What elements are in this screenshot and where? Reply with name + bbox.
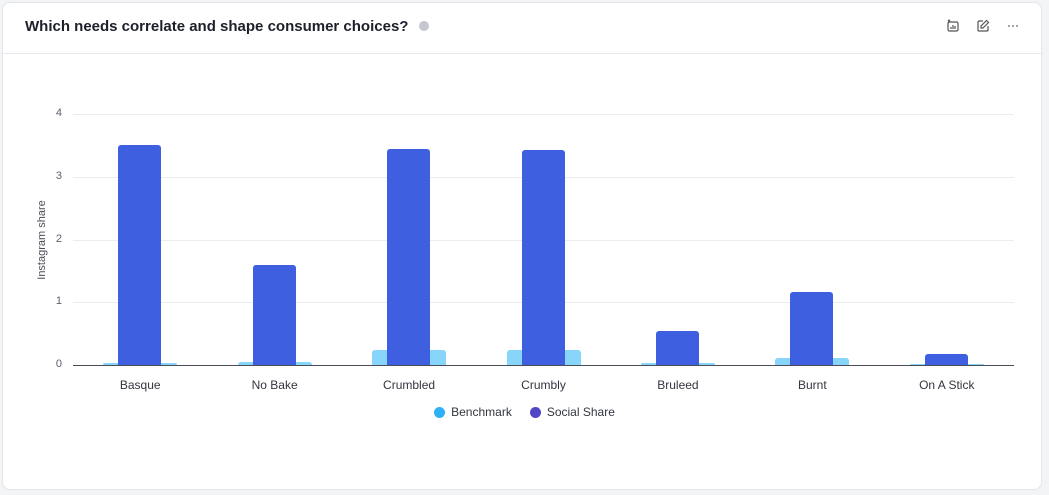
x-tick-label: On A Stick <box>919 378 975 392</box>
social-share-bar[interactable] <box>790 292 834 365</box>
social-share-bar[interactable] <box>924 353 968 365</box>
social-share-bar[interactable] <box>521 149 565 365</box>
chart-title-text: Which needs correlate and shape consumer… <box>25 18 409 35</box>
gridline <box>73 114 1014 115</box>
y-tick-label: 4 <box>55 107 62 119</box>
legend-label-social-share: Social Share <box>546 405 615 419</box>
chart-title: Which needs correlate and shape consumer… <box>25 18 429 35</box>
legend-item-benchmark[interactable]: Benchmark <box>434 405 512 419</box>
edit-icon[interactable] <box>975 18 991 34</box>
card-header: Which needs correlate and shape consumer… <box>3 3 1041 54</box>
legend: Benchmark Social Share <box>0 405 1049 419</box>
x-tick-label: Crumbly <box>521 378 566 392</box>
x-tick-label: No Bake <box>251 378 298 392</box>
info-icon[interactable] <box>418 21 429 32</box>
x-tick-label: Basque <box>119 378 161 392</box>
social-share-bar[interactable] <box>252 265 296 365</box>
y-tick-label: 1 <box>55 295 62 308</box>
benchmark-dot-icon <box>434 406 446 418</box>
x-tick-label: Burnt <box>798 378 827 392</box>
x-tick-label: Bruleed <box>657 378 699 392</box>
social-share-bar[interactable] <box>387 149 431 365</box>
x-tick-label: Crumbled <box>383 378 436 392</box>
social-share-dot-icon <box>529 406 541 418</box>
y-tick-label: 2 <box>55 232 62 245</box>
add-chart-icon[interactable] <box>945 18 961 34</box>
x-axis-line <box>73 365 1014 366</box>
y-tick-label: 3 <box>55 169 62 182</box>
header-actions <box>945 18 1021 34</box>
legend-item-social-share[interactable]: Social Share <box>529 405 615 419</box>
y-tick-label: 0 <box>55 358 62 370</box>
social-share-bar[interactable] <box>655 331 699 365</box>
more-icon[interactable] <box>1005 18 1021 34</box>
legend-label-benchmark: Benchmark <box>451 405 512 419</box>
social-share-bar[interactable] <box>118 144 162 365</box>
